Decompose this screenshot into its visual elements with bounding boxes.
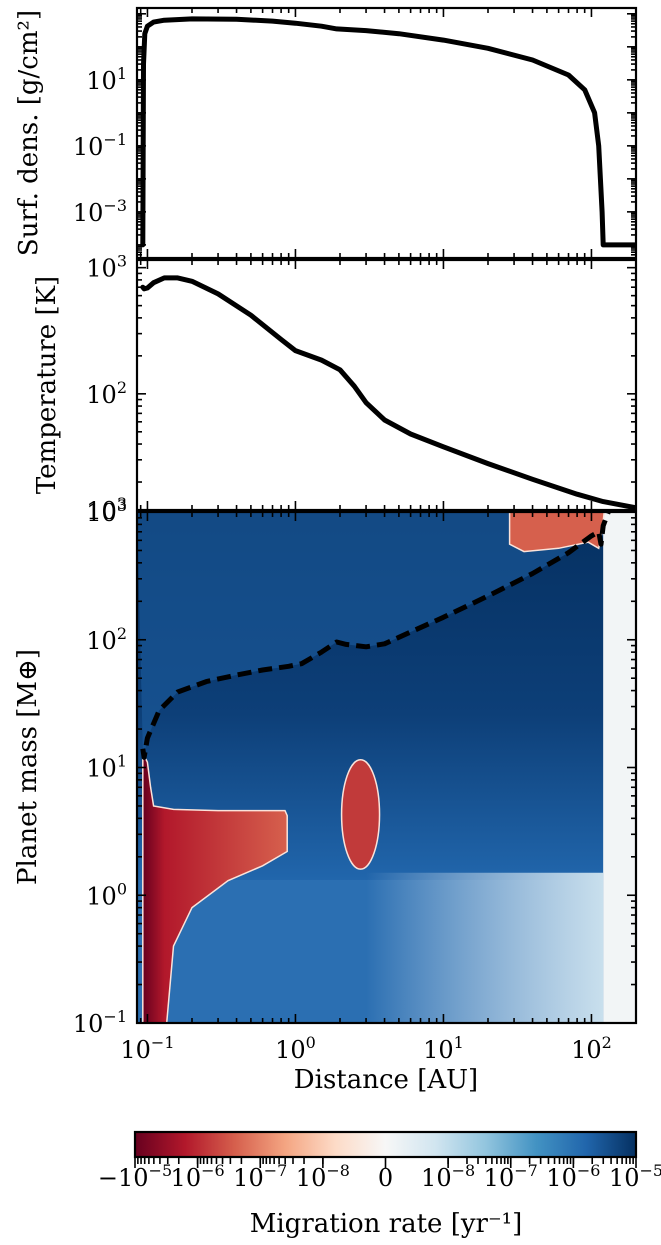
colorbar-tick-label: −10−5 [98,1161,172,1192]
series-line-surface-density [140,16,636,248]
y-tick-label: 102 [86,378,127,409]
colorbar-tick-label: 10−8 [421,1161,475,1192]
x-tick-label: 10−1 [120,1033,174,1064]
y-axis-label-surface-density: Surf. dens. [g/cm²] [14,10,44,256]
series-line-temperature [140,275,636,510]
outward-region-outer [508,512,605,553]
y-tick-label: 103 [86,252,127,283]
x-axis-label-distance: Distance [AU] [294,1065,478,1095]
heatmap-fade [366,872,604,1023]
colorbar-tick-label: 10−6 [546,1161,600,1192]
panel-migration-map: 10−1 100 101 102 103 10−1 100 101 102 Planet mas… [13,496,638,1095]
panel-1-frame [135,6,638,260]
outward-region-mid [340,758,381,870]
colorbar-tick-label: 10−7 [484,1161,538,1192]
colorbar-label: Migration rate [yr⁻¹] [250,1209,523,1239]
panel-temperature: 102 103 103 Temperature [K] [32,252,638,525]
gap-opening-mass-curve [140,512,611,760]
y-tick-label: 102 [86,624,127,655]
y-tick-label: 10−1 [73,1007,127,1038]
y-tick-label: 101 [86,64,127,95]
x-tick-label: 102 [571,1033,612,1064]
y-tick-label: 103 [86,496,127,527]
x-tick-label: 101 [423,1033,464,1064]
colorbar-tick-label: 10−8 [296,1161,350,1192]
colorbar-tick-label: 10−6 [171,1161,225,1192]
y-tick-label: 103 [86,494,127,525]
x-tick-label: 100 [275,1033,316,1064]
heatmap-upper-region [137,512,636,758]
y-axis-label-temperature: Temperature [K] [32,276,62,494]
colorbar-tick-label: 10−7 [233,1161,287,1192]
colorbar-gradient [135,1132,636,1157]
colorbar-tick-label: 10−5 [609,1161,661,1192]
y-tick-label: 10−1 [73,130,127,161]
y-tick-label: 101 [86,752,127,783]
panel-surface-density: 10−3 10−1 101 Surf. dens. [g/cm²] [14,6,638,260]
colorbar-tick-label: 0 [378,1164,393,1192]
panel-2-frame [135,258,638,512]
y-axis-label-planet-mass: Planet mass [M⊕] [13,649,43,885]
outward-region-inner [142,752,288,1023]
y-tick-label: 10−3 [73,196,127,227]
colorbar: −10−510−6 10−7 10−8 0 10−8 10−7 10−6 10−5 Migra… [98,1130,661,1239]
y-tick-label: 100 [86,879,127,910]
